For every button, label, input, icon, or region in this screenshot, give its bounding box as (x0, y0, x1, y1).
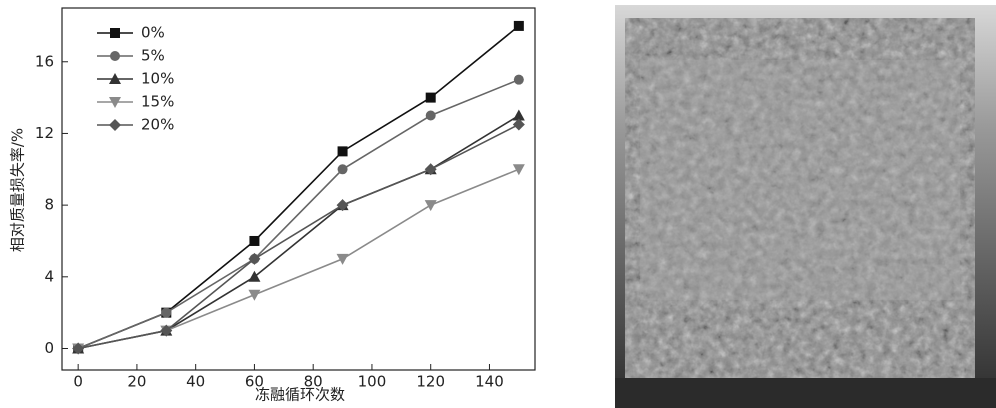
x-tick-label: 100 (358, 373, 387, 391)
y-tick-label: 4 (44, 267, 54, 285)
x-tick-label: 80 (304, 373, 323, 391)
legend-label: 20% (141, 116, 174, 134)
series-line (77, 123, 520, 350)
marker (336, 199, 349, 212)
x-tick-label: 60 (245, 373, 264, 391)
y-tick-label: 16 (35, 52, 54, 70)
legend-label: 15% (141, 93, 174, 111)
specimen-photo (615, 5, 996, 408)
y-tick-label: 8 (44, 196, 54, 214)
marker (513, 20, 524, 31)
marker (336, 253, 349, 265)
marker (512, 109, 525, 121)
legend-label: 10% (141, 70, 174, 88)
marker (424, 200, 437, 212)
marker (513, 74, 524, 85)
x-tick-label: 120 (416, 373, 445, 391)
marker (425, 92, 436, 103)
marker (248, 289, 261, 301)
marker (72, 342, 85, 355)
x-tick-label: 20 (127, 373, 146, 391)
marker (425, 110, 436, 121)
y-tick-label: 0 (44, 339, 54, 357)
marker (160, 324, 173, 337)
marker (110, 28, 120, 38)
marker (512, 118, 525, 131)
marker (248, 252, 261, 265)
y-tick-label: 12 (35, 124, 54, 142)
marker (110, 51, 120, 61)
marker (512, 164, 525, 176)
x-axis-label: 冻融循环次数 (255, 386, 345, 404)
x-tick-label: 140 (475, 373, 504, 391)
legend-label: 5% (141, 47, 165, 65)
x-tick-label: 0 (73, 373, 83, 391)
y-axis-label: 相对质量损失率/% (9, 128, 27, 252)
marker (337, 146, 348, 157)
marker (248, 270, 261, 282)
marker (109, 73, 121, 84)
marker (109, 97, 121, 108)
series-line (77, 78, 520, 350)
marker (249, 235, 260, 246)
marker (109, 119, 121, 131)
marker (424, 163, 437, 176)
chart: 冻融循环次数 相对质量损失率/% 0 20 40 60 80 100 120 140 0 4 8 12… (9, 7, 536, 404)
legend-label: 0% (141, 24, 165, 42)
x-tick-label: 40 (186, 373, 205, 391)
plot-frame (61, 7, 536, 371)
marker (337, 164, 348, 175)
marker (161, 307, 172, 318)
